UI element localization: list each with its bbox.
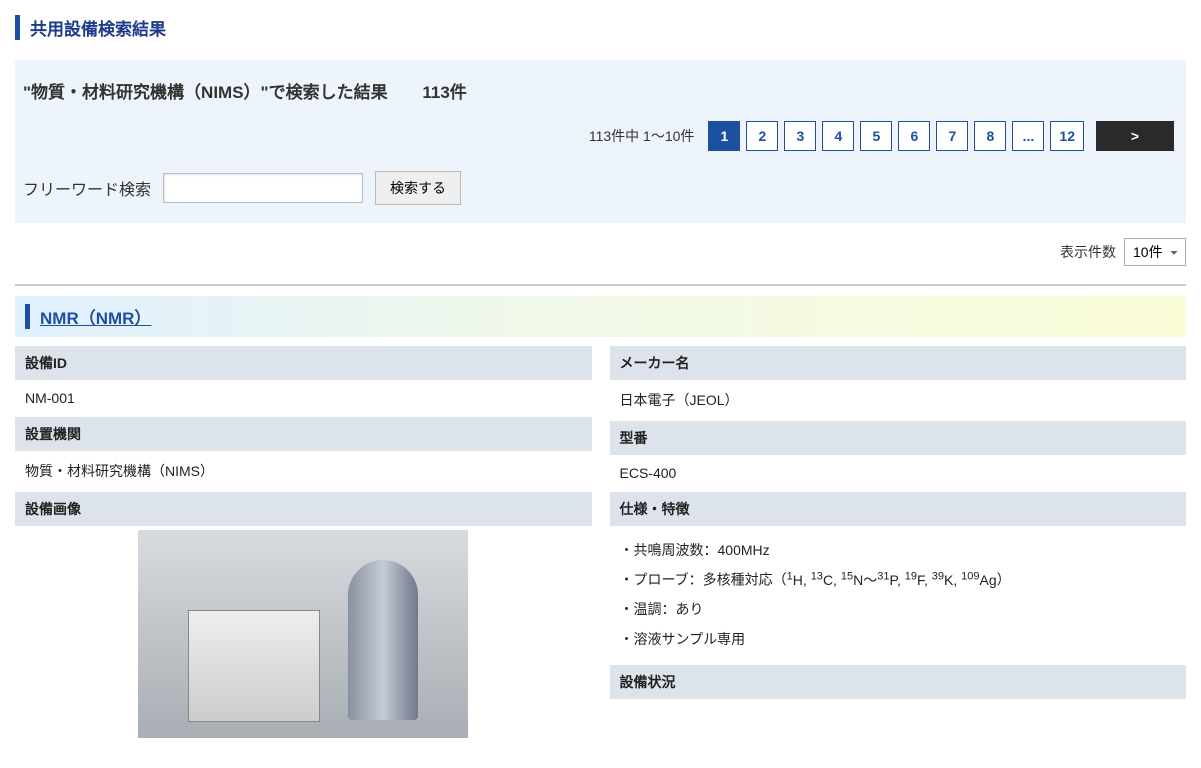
result-title-link[interactable]: NMR（NMR） bbox=[25, 304, 151, 329]
field-value-spec: ・共鳴周波数：400MHz ・プローブ：多核種対応（1H, 13C, 15N〜3… bbox=[610, 526, 1187, 664]
details-right-column: メーカー名 日本電子（JEOL） 型番 ECS-400 仕様・特徴 ・共鳴周波数… bbox=[610, 345, 1187, 738]
freeword-label: フリーワード検索 bbox=[23, 176, 151, 200]
field-value-model: ECS-400 bbox=[610, 455, 1187, 491]
page-button-5[interactable]: 5 bbox=[860, 121, 892, 151]
field-value-id: NM-001 bbox=[15, 380, 592, 416]
spec-line-3: ・温調：あり bbox=[620, 595, 1177, 624]
spec-line-1: ・共鳴周波数：400MHz bbox=[620, 536, 1177, 565]
search-summary-text: "物質・材料研究機構（NIMS）"で検索した結果 bbox=[23, 83, 388, 102]
page-title: 共用設備検索結果 bbox=[15, 15, 1186, 40]
perpage-row: 表示件数 10件 bbox=[15, 238, 1186, 266]
field-label-org: 設置機関 bbox=[15, 416, 592, 451]
field-value-org: 物質・材料研究機構（NIMS） bbox=[15, 451, 592, 491]
page-next-button[interactable]: > bbox=[1096, 121, 1174, 151]
freeword-input[interactable] bbox=[163, 173, 363, 203]
page-button-2[interactable]: 2 bbox=[746, 121, 778, 151]
page-button-8[interactable]: 8 bbox=[974, 121, 1006, 151]
field-label-maker: メーカー名 bbox=[610, 345, 1187, 380]
perpage-label: 表示件数 bbox=[1060, 242, 1116, 262]
field-label-spec: 仕様・特徴 bbox=[610, 491, 1187, 526]
equipment-image bbox=[138, 530, 468, 738]
field-label-status: 設備状況 bbox=[610, 664, 1187, 699]
page-container: 共用設備検索結果 "物質・材料研究機構（NIMS）"で検索した結果 113件 1… bbox=[0, 0, 1201, 753]
page-button-7[interactable]: 7 bbox=[936, 121, 968, 151]
page-button-...[interactable]: ... bbox=[1012, 121, 1044, 151]
search-button[interactable]: 検索する bbox=[375, 171, 461, 205]
pagination: 113件中 1〜10件 12345678...12 > bbox=[23, 121, 1174, 151]
details-grid: 設備ID NM-001 設置機関 物質・材料研究機構（NIMS） 設備画像 メー… bbox=[15, 345, 1186, 738]
spec-line-2: ・プローブ：多核種対応（1H, 13C, 15N〜31P, 19F, 39K, … bbox=[620, 565, 1177, 595]
field-value-maker: 日本電子（JEOL） bbox=[610, 380, 1187, 420]
field-label-model: 型番 bbox=[610, 420, 1187, 455]
page-button-4[interactable]: 4 bbox=[822, 121, 854, 151]
search-panel: "物質・材料研究機構（NIMS）"で検索した結果 113件 113件中 1〜10… bbox=[15, 60, 1186, 223]
page-button-1[interactable]: 1 bbox=[708, 121, 740, 151]
page-button-3[interactable]: 3 bbox=[784, 121, 816, 151]
page-button-12[interactable]: 12 bbox=[1050, 121, 1084, 151]
freeword-row: フリーワード検索 検索する bbox=[23, 171, 1174, 205]
spec-line-4: ・溶液サンプル専用 bbox=[620, 625, 1177, 654]
page-button-6[interactable]: 6 bbox=[898, 121, 930, 151]
result-title-wrap: NMR（NMR） bbox=[15, 296, 1186, 337]
details-left-column: 設備ID NM-001 設置機関 物質・材料研究機構（NIMS） 設備画像 bbox=[15, 345, 592, 738]
spec-nuclei: 1H, 13C, 15N〜31P, 19F, 39K, 109Ag bbox=[787, 572, 997, 588]
equipment-image-box bbox=[15, 526, 592, 738]
search-total-count: 113件 bbox=[422, 83, 466, 102]
field-label-image: 設備画像 bbox=[15, 491, 592, 526]
field-label-id: 設備ID bbox=[15, 345, 592, 380]
result-block: NMR（NMR） 設備ID NM-001 設置機関 物質・材料研究機構（NIMS… bbox=[15, 284, 1186, 738]
search-summary: "物質・材料研究機構（NIMS）"で検索した結果 113件 bbox=[23, 78, 1174, 103]
page-range-label: 113件中 1〜10件 bbox=[589, 126, 695, 146]
perpage-select[interactable]: 10件 bbox=[1124, 238, 1186, 266]
